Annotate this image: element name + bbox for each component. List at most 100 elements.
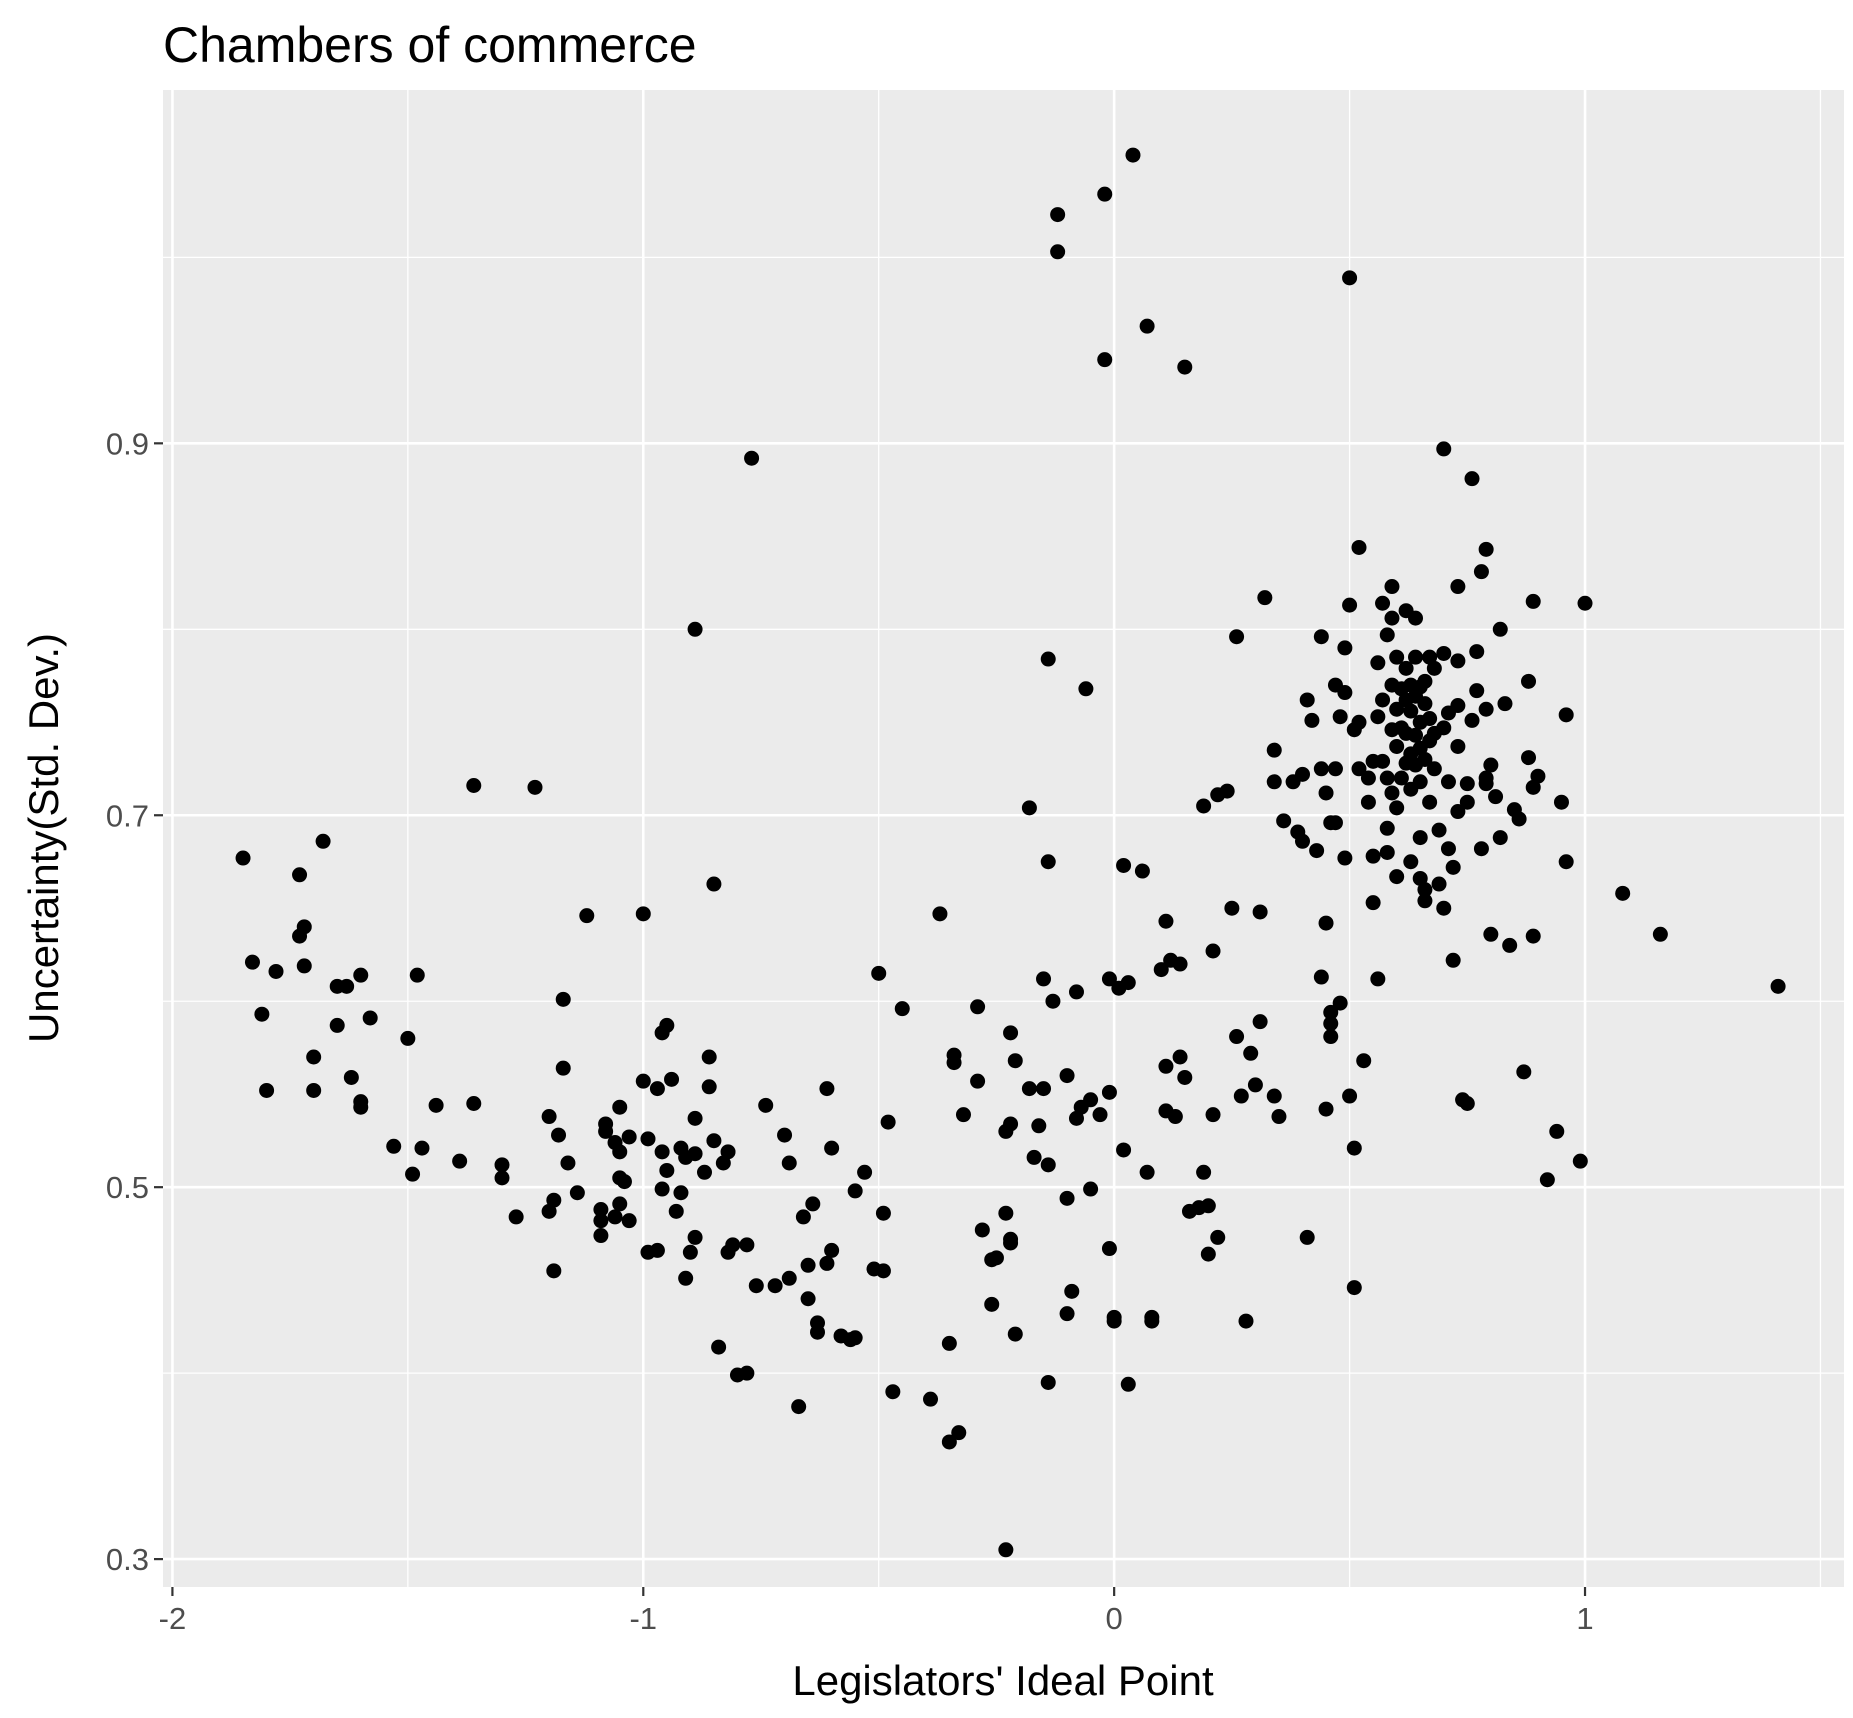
data-point-309: [1417, 696, 1433, 712]
data-point-77: [687, 1146, 703, 1162]
data-point-274: [1384, 579, 1400, 595]
data-point-262: [1365, 895, 1381, 911]
data-point-244: [1332, 995, 1348, 1011]
data-point-254: [1346, 1280, 1362, 1296]
data-point-20: [409, 967, 425, 983]
data-point-360: [1521, 673, 1537, 689]
data-point-187: [1153, 962, 1169, 978]
data-point-361: [1521, 750, 1537, 766]
data-point-351: [1483, 757, 1499, 773]
data-point-349: [1478, 776, 1494, 792]
data-point-166: [1083, 1181, 1099, 1197]
data-point-58: [635, 1073, 651, 1089]
data-point-88: [711, 1339, 727, 1355]
data-point-220: [1266, 774, 1282, 790]
data-point-271: [1379, 770, 1395, 786]
data-point-245: [1332, 709, 1348, 725]
data-point-21: [400, 1030, 416, 1046]
data-point-25: [428, 1097, 444, 1113]
data-point-269: [1375, 753, 1391, 769]
data-point-328: [1440, 841, 1456, 857]
data-point-39: [541, 1203, 557, 1219]
data-point-202: [1200, 1246, 1216, 1262]
data-point-265: [1370, 709, 1386, 725]
data-point-297: [1408, 610, 1424, 626]
data-point-194: [1172, 1049, 1188, 1065]
data-point-358: [1511, 811, 1527, 827]
data-point-356: [1502, 937, 1518, 953]
data-point-370: [1558, 854, 1574, 870]
data-point-366: [1539, 1172, 1555, 1188]
data-point-258: [1356, 1053, 1372, 1069]
data-point-47: [598, 1116, 614, 1132]
data-point-228: [1299, 1229, 1315, 1245]
data-point-243: [1327, 815, 1343, 831]
x-tick-label-2: 0: [1106, 1601, 1123, 1636]
data-point-206: [1210, 1229, 1226, 1245]
data-point-300: [1408, 727, 1424, 743]
data-point-105: [810, 1324, 826, 1340]
data-point-145: [1021, 800, 1037, 816]
data-point-200: [1196, 1164, 1212, 1180]
data-point-232: [1313, 629, 1329, 645]
data-point-13: [329, 978, 345, 994]
y-tick-label-0: 0.3: [106, 1542, 149, 1577]
data-point-333: [1450, 698, 1466, 714]
y-tick-label-1: 0.5: [106, 1170, 149, 1205]
data-point-281: [1389, 738, 1405, 754]
data-point-148: [1031, 1118, 1047, 1134]
data-point-91: [739, 1237, 755, 1253]
data-point-106: [819, 1081, 835, 1097]
data-point-114: [857, 1164, 873, 1180]
data-point-129: [951, 1425, 967, 1441]
data-point-282: [1389, 800, 1405, 816]
data-point-8: [254, 1006, 270, 1022]
data-point-130: [970, 999, 986, 1015]
data-point-219: [1266, 742, 1282, 758]
data-point-339: [1459, 794, 1475, 810]
data-point-150: [1036, 1081, 1052, 1097]
y-tick-label-2: 0.7: [106, 798, 149, 833]
data-point-82: [706, 876, 722, 892]
data-point-288: [1398, 660, 1414, 676]
data-point-55: [621, 1129, 637, 1145]
data-point-9: [259, 1082, 275, 1098]
data-point-101: [805, 1196, 821, 1212]
data-point-373: [1615, 885, 1631, 901]
data-point-162: [1068, 984, 1084, 1000]
data-point-350: [1483, 926, 1499, 942]
data-point-19: [353, 1099, 369, 1115]
data-point-141: [1003, 1235, 1019, 1251]
data-point-76: [687, 1110, 703, 1126]
data-point-6: [244, 954, 260, 970]
data-point-352: [1488, 789, 1504, 805]
data-point-214: [1247, 1077, 1263, 1093]
data-point-165: [1078, 681, 1094, 697]
data-point-45: [593, 1228, 609, 1244]
data-point-63: [654, 1144, 670, 1160]
data-point-207: [1219, 783, 1235, 799]
data-point-242: [1327, 761, 1343, 777]
data-point-42: [579, 908, 595, 924]
data-point-266: [1370, 971, 1386, 987]
data-point-135: [988, 1250, 1004, 1266]
data-point-155: [1040, 1374, 1056, 1390]
data-point-144: [998, 1542, 1014, 1558]
data-point-27: [527, 779, 543, 795]
data-point-93: [748, 1278, 764, 1294]
data-point-275: [1384, 610, 1400, 626]
data-point-138: [1003, 1025, 1019, 1041]
data-point-34: [551, 1127, 567, 1143]
x-axis-label: Legislators' Ideal Point: [792, 1657, 1214, 1704]
data-point-107: [824, 1140, 840, 1156]
data-point-15: [362, 1010, 378, 1026]
data-point-203: [1205, 943, 1221, 959]
y-tick-label-3: 0.9: [106, 426, 149, 461]
data-point-367: [1549, 1123, 1565, 1139]
data-point-184: [1139, 1164, 1155, 1180]
data-point-99: [791, 1399, 807, 1415]
data-point-372: [1577, 595, 1593, 611]
data-point-159: [1059, 1190, 1075, 1206]
data-point-68: [664, 1071, 680, 1087]
data-point-116: [871, 965, 887, 981]
